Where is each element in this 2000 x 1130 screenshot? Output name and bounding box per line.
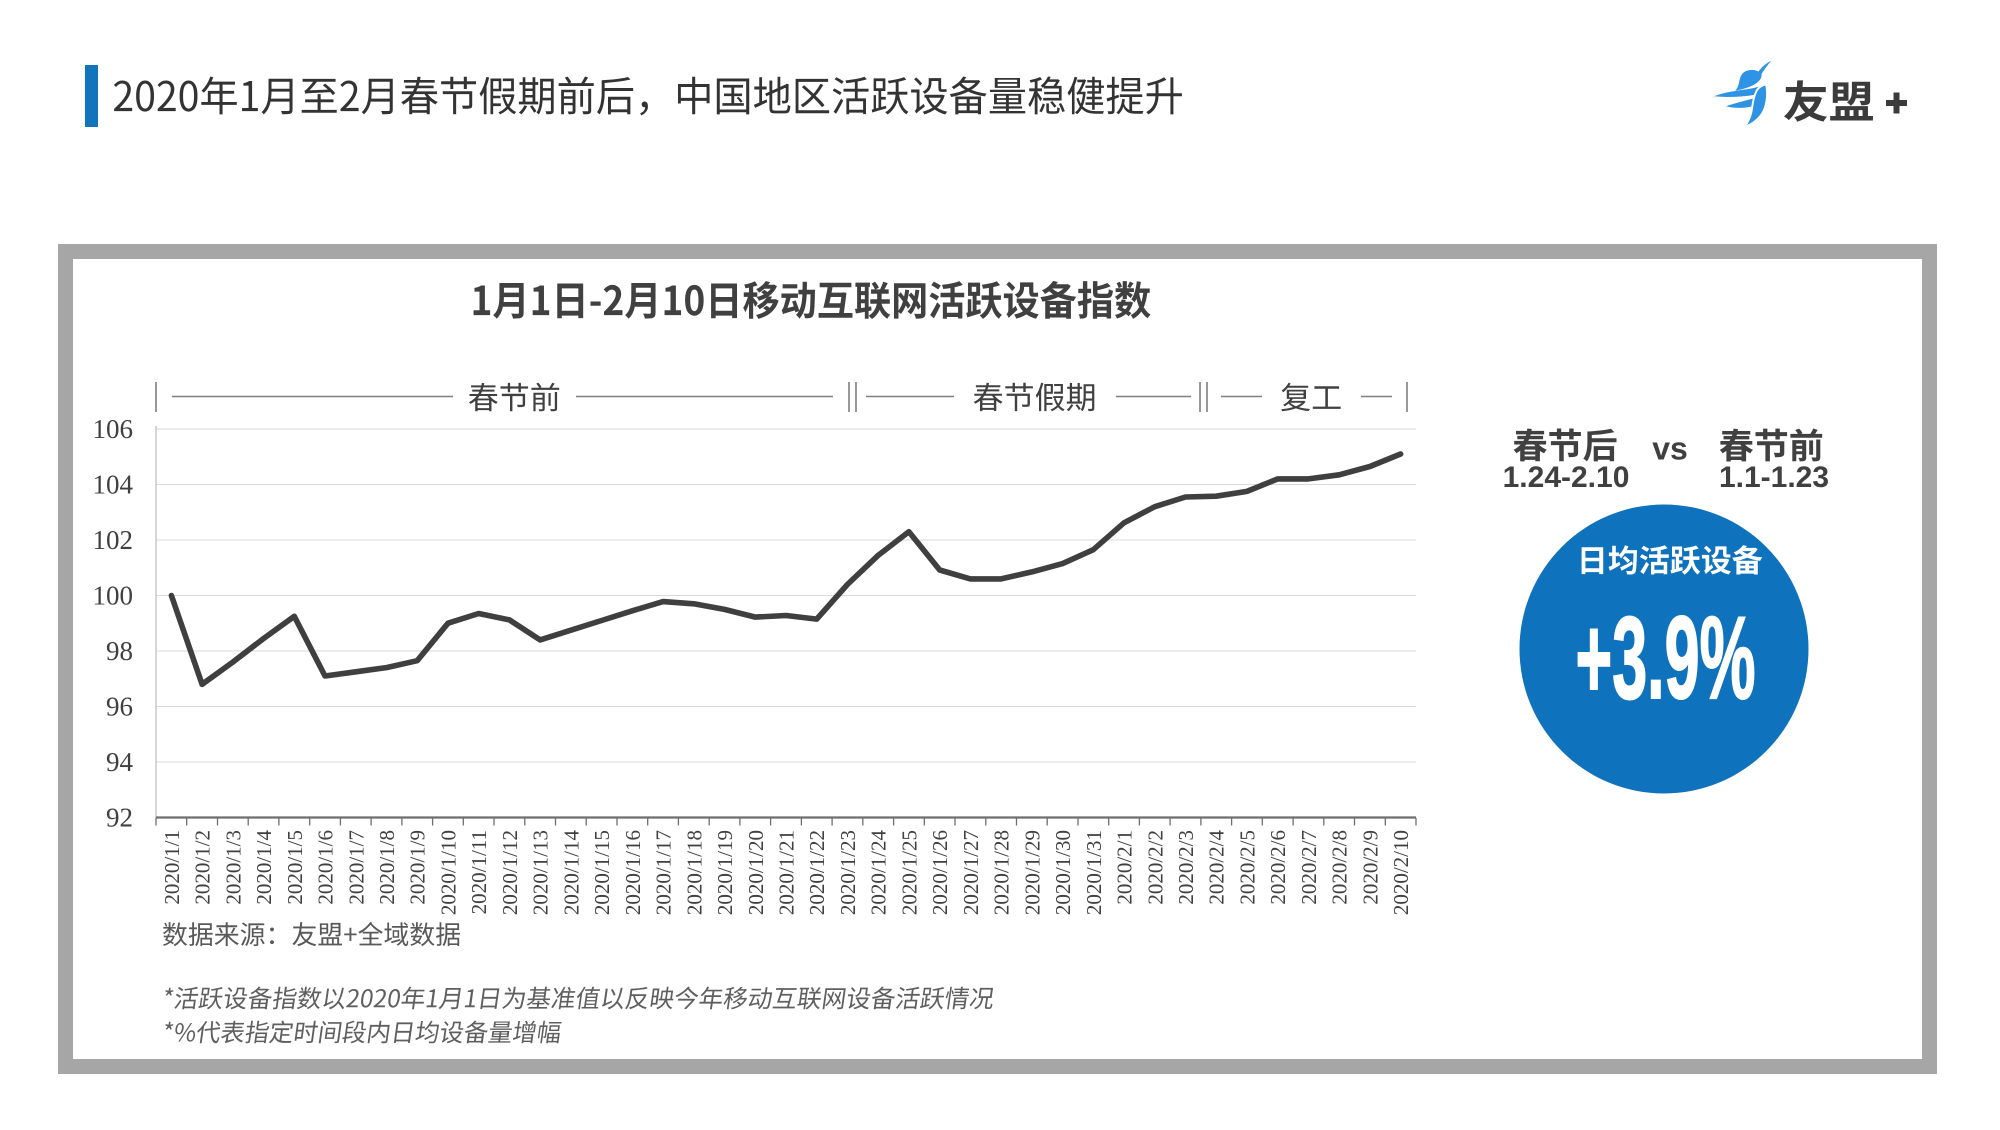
svg-text:2020/1/27: 2020/1/27 (959, 830, 983, 915)
svg-text:2020/2/6: 2020/2/6 (1266, 830, 1290, 905)
svg-text:2020/1/25: 2020/1/25 (897, 830, 921, 915)
svg-text:104: 104 (93, 470, 134, 500)
svg-text:2020/1/28: 2020/1/28 (990, 830, 1014, 915)
svg-text:2020/2/1: 2020/2/1 (1113, 830, 1137, 905)
svg-text:2020/1/19: 2020/1/19 (713, 830, 737, 915)
svg-text:2020/1/11: 2020/1/11 (467, 830, 491, 914)
svg-text:98: 98 (106, 636, 133, 666)
svg-text:2020/1/7: 2020/1/7 (344, 830, 368, 905)
svg-text:2020/1/1: 2020/1/1 (160, 830, 184, 905)
svg-text:2020/1/14: 2020/1/14 (559, 830, 583, 916)
svg-text:2020/1/4: 2020/1/4 (252, 830, 276, 905)
svg-text:2020/1/30: 2020/1/30 (1051, 830, 1075, 915)
svg-text:+3.9%: +3.9% (1576, 592, 1756, 723)
svg-text:106: 106 (93, 414, 134, 444)
svg-text:2020/2/9: 2020/2/9 (1358, 830, 1382, 905)
svg-text:2020/1/6: 2020/1/6 (314, 830, 338, 905)
svg-text:2020/2/8: 2020/2/8 (1328, 830, 1352, 905)
svg-text:vs: vs (1652, 431, 1688, 467)
svg-text:2020/1/17: 2020/1/17 (652, 830, 676, 915)
svg-text:96: 96 (106, 692, 133, 722)
svg-text:2020/1/3: 2020/1/3 (221, 830, 245, 905)
svg-text:2020/1/2: 2020/1/2 (191, 830, 215, 905)
svg-text:2020/1/12: 2020/1/12 (498, 830, 522, 915)
svg-text:2020/1/5: 2020/1/5 (283, 830, 307, 905)
svg-text:2020/2/3: 2020/2/3 (1174, 830, 1198, 905)
svg-text:2020/2/5: 2020/2/5 (1236, 830, 1260, 905)
svg-text:2020/1/18: 2020/1/18 (682, 830, 706, 915)
svg-text:2020/2/10: 2020/2/10 (1389, 830, 1413, 915)
svg-text:2020/1/23: 2020/1/23 (836, 830, 860, 915)
svg-text:2020/2/4: 2020/2/4 (1205, 830, 1229, 905)
svg-text:2020/1/29: 2020/1/29 (1020, 830, 1044, 915)
svg-text:92: 92 (106, 803, 133, 833)
svg-text:2020/2/7: 2020/2/7 (1297, 830, 1321, 905)
svg-text:2020/1/26: 2020/1/26 (928, 830, 952, 915)
svg-text:2020/1/10: 2020/1/10 (437, 830, 461, 915)
svg-text:102: 102 (93, 525, 134, 555)
svg-text:2020/1/20: 2020/1/20 (744, 830, 768, 915)
svg-text:2020/1/15: 2020/1/15 (590, 830, 614, 915)
svg-text:2020/1/16: 2020/1/16 (621, 830, 645, 915)
svg-text:1.24-2.10: 1.24-2.10 (1503, 461, 1630, 494)
svg-text:2020/1/13: 2020/1/13 (529, 830, 553, 915)
svg-text:94: 94 (106, 747, 134, 777)
svg-text:2020/1/22: 2020/1/22 (805, 830, 829, 915)
svg-text:2020/1/24: 2020/1/24 (867, 830, 891, 916)
svg-text:2020/1/9: 2020/1/9 (406, 830, 430, 905)
svg-text:2020/1/8: 2020/1/8 (375, 830, 399, 905)
svg-text:1.1-1.23: 1.1-1.23 (1719, 461, 1829, 494)
svg-text:2020/2/2: 2020/2/2 (1143, 830, 1167, 905)
svg-text:2020/1/21: 2020/1/21 (775, 830, 799, 915)
svg-text:2020/1/31: 2020/1/31 (1082, 830, 1106, 915)
svg-text:100: 100 (93, 581, 134, 611)
